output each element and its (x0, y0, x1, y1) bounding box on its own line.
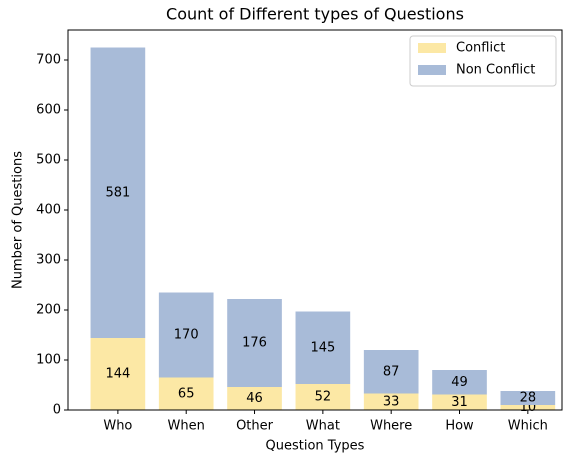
x-tick-label: Other (236, 419, 274, 434)
legend-label: Non Conflict (456, 63, 535, 78)
x-tick-label: How (445, 419, 474, 434)
data-label: 49 (451, 375, 468, 390)
x-tick-label: When (168, 419, 205, 434)
x-axis-label: Question Types (266, 439, 365, 454)
bar-segment (295, 384, 351, 410)
data-label: 33 (383, 394, 400, 409)
data-label: 144 (105, 367, 130, 382)
y-tick-label: 100 (36, 353, 61, 368)
legend: Conflict Non Conflict (409, 35, 557, 87)
bar-segment (500, 405, 556, 410)
data-label: 87 (383, 364, 400, 379)
bar-segment (158, 292, 214, 378)
data-label: 31 (451, 395, 468, 410)
y-tick-label: 300 (36, 253, 61, 268)
bar-segment (158, 377, 214, 410)
data-label: 46 (246, 391, 263, 406)
data-label: 176 (242, 336, 267, 351)
y-tick-label: 400 (36, 203, 61, 218)
bar-segment (500, 391, 556, 405)
data-label: 170 (174, 328, 199, 343)
bar-segment (363, 350, 419, 394)
y-tick-label: 600 (36, 103, 61, 118)
bar-segment (90, 338, 146, 410)
y-tick-label: 0 (53, 403, 61, 418)
data-label: 52 (315, 390, 332, 405)
plot-frame (67, 29, 563, 411)
chart-title: Count of Different types of Questions (166, 5, 464, 24)
legend-label: Conflict (456, 41, 505, 56)
bar-segment (432, 394, 487, 410)
legend-frame (409, 35, 557, 87)
legend-swatch (418, 43, 446, 53)
y-axis-label: Number of Questions (11, 151, 26, 289)
data-label: 581 (105, 185, 130, 200)
x-tick-label: Where (370, 419, 412, 434)
bar-segment (227, 387, 282, 410)
y-tick-label: 700 (36, 53, 61, 68)
x-tick-label: What (306, 419, 340, 434)
legend-swatch (418, 65, 446, 75)
data-label: 145 (310, 340, 335, 355)
y-tick-label: 500 (36, 153, 61, 168)
bar-segment (227, 299, 282, 387)
bar-segment (432, 370, 487, 395)
y-tick-label: 200 (36, 303, 61, 318)
data-label: 65 (178, 386, 195, 401)
x-tick-label: Which (508, 419, 548, 434)
bar-segment (90, 47, 146, 338)
x-tick-label: Who (103, 419, 132, 434)
data-label: 28 (520, 391, 537, 406)
bar-segment (363, 393, 419, 410)
bar-segment (295, 311, 351, 384)
